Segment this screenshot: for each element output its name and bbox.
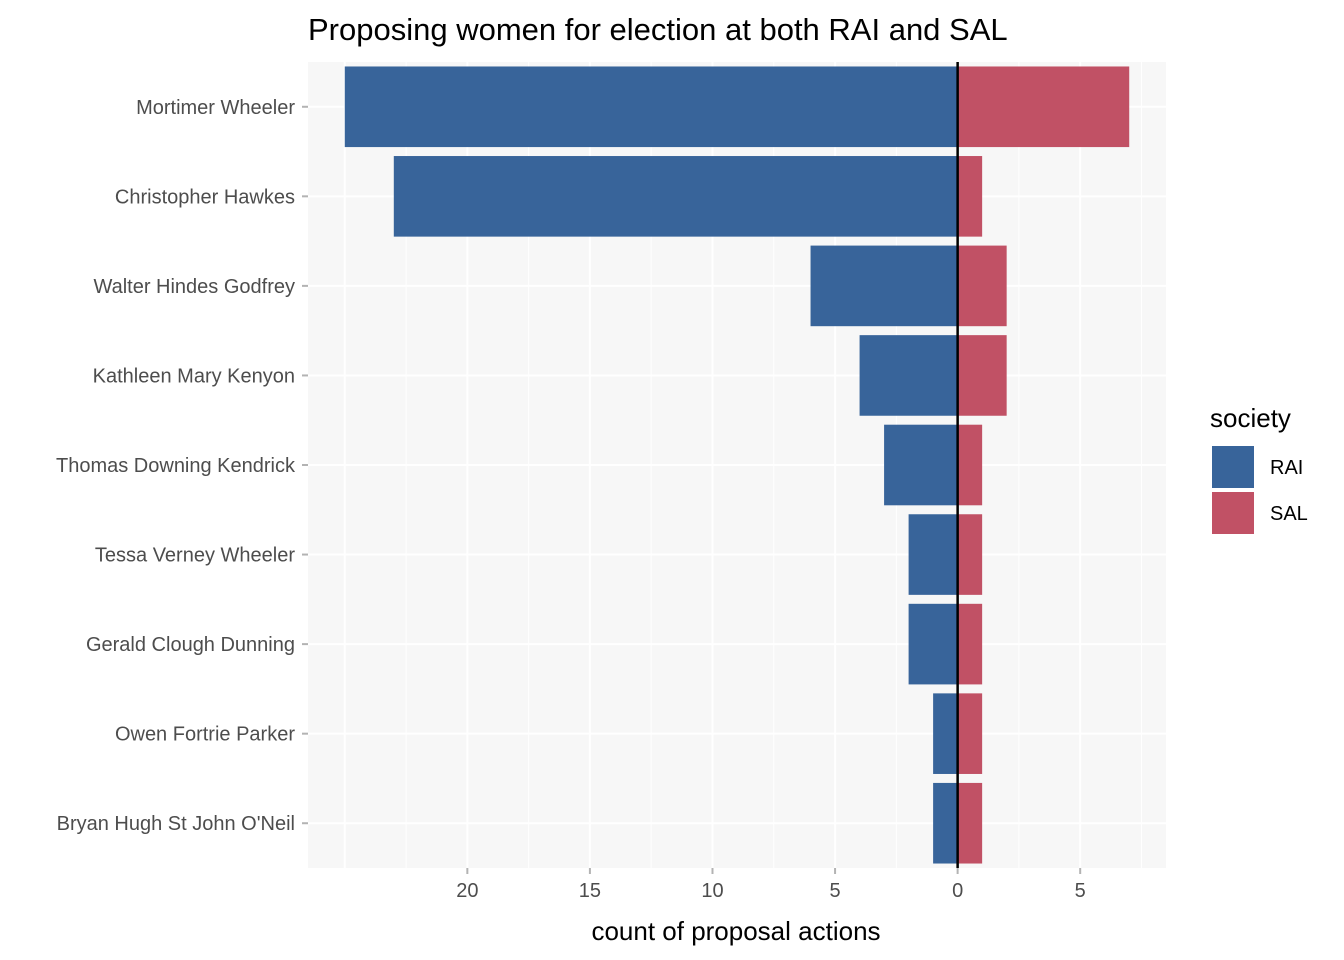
y-tick-label: Bryan Hugh St John O'Neil — [57, 813, 295, 835]
legend-title: society — [1210, 403, 1291, 433]
bar-sal — [957, 693, 983, 774]
bar-sal — [957, 514, 983, 595]
chart-title: Proposing women for election at both RAI… — [308, 12, 1008, 47]
bar-rai — [908, 603, 958, 685]
bar-sal — [957, 335, 1007, 416]
x-tick-label: 5 — [1075, 880, 1086, 902]
x-tick-label: 0 — [952, 880, 963, 902]
bar-rai — [884, 424, 958, 506]
x-tick-label: 15 — [579, 880, 601, 902]
legend-key-rai — [1212, 446, 1254, 488]
y-tick-label: Kathleen Mary Kenyon — [93, 365, 295, 387]
bar-rai — [859, 335, 958, 416]
legend-label-rai: RAI — [1270, 457, 1303, 479]
bar-sal — [957, 782, 983, 864]
bar-rai — [933, 782, 958, 864]
y-axis: Mortimer Wheeler Christopher Hawkes Walter… — [56, 97, 308, 835]
x-tick-label: 5 — [829, 880, 840, 902]
bar-sal — [957, 424, 983, 506]
x-tick-label: 10 — [701, 880, 723, 902]
y-tick-label: Mortimer Wheeler — [136, 97, 295, 119]
bar-sal — [957, 66, 1130, 148]
x-axis: 20 15 10 5 0 5 — [456, 868, 1086, 902]
x-tick-label: 20 — [456, 880, 478, 902]
y-tick-label: Owen Fortrie Parker — [115, 724, 295, 746]
bar-rai — [933, 693, 958, 774]
y-tick-label: Christopher Hawkes — [115, 186, 295, 208]
bar-sal — [957, 156, 983, 237]
bar-rai — [810, 245, 958, 327]
bar-sal — [957, 603, 983, 685]
y-tick-label: Gerald Clough Dunning — [86, 634, 295, 656]
bar-sal — [957, 245, 1007, 327]
bar-rai — [908, 514, 958, 595]
y-tick-label: Tessa Verney Wheeler — [95, 545, 295, 567]
y-tick-label: Thomas Downing Kendrick — [56, 455, 296, 477]
legend-key-sal — [1212, 492, 1254, 534]
legend-label-sal: SAL — [1270, 503, 1308, 525]
bars — [344, 66, 1130, 864]
legend: society RAI SAL — [1210, 403, 1308, 534]
bar-rai — [393, 156, 958, 237]
y-tick-label: Walter Hindes Godfrey — [93, 276, 295, 298]
bar-rai — [344, 66, 958, 148]
x-axis-label: count of proposal actions — [591, 916, 880, 946]
